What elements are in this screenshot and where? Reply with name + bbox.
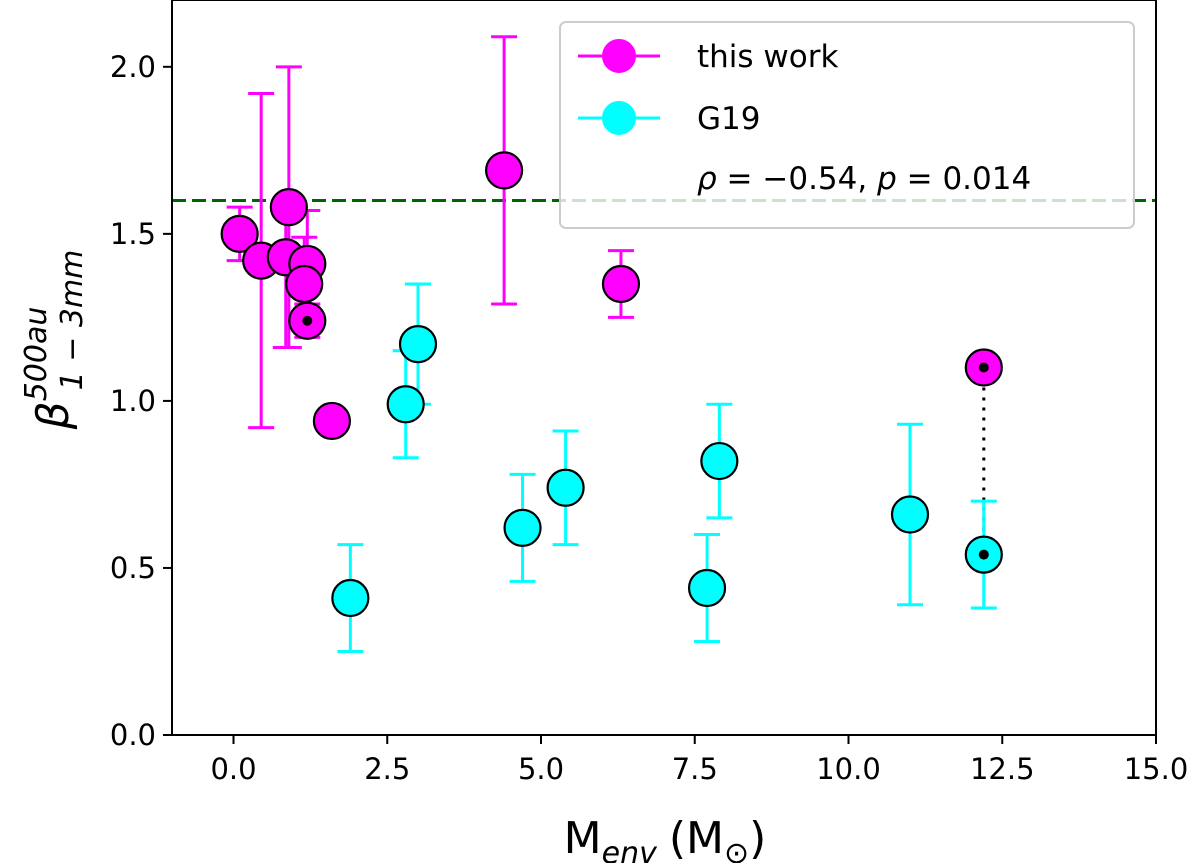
y-tick-label: 0.5 xyxy=(110,551,156,585)
x-tick-label: 10.0 xyxy=(816,752,881,786)
svg-text:β500au: β500au xyxy=(19,307,79,431)
x-tick-label: 15.0 xyxy=(1124,752,1189,786)
legend-label-g19: G19 xyxy=(697,101,760,137)
legend: this work G19 ρ = −0.54, p = 0.014 xyxy=(559,21,1135,229)
axis-ticks: 0.0 2.5 5.0 7.5 10.0 12.5 15.0 0.0 0.5 1.0 1.5 2.0 xyxy=(110,50,1188,786)
correlation-annotation: ρ = −0.54, p = 0.014 xyxy=(697,161,1031,197)
x-tick-label: 12.5 xyxy=(970,752,1035,786)
x-axis-unit-close: ) xyxy=(749,813,766,863)
data-point-center-dot xyxy=(978,549,989,560)
y-axis-subscript: 1 − 3mm xyxy=(55,250,90,391)
y-tick-label: 1.5 xyxy=(110,217,156,251)
x-tick-label: 2.5 xyxy=(364,752,410,786)
legend-marker-this-work xyxy=(602,39,636,73)
y-tick-label: 0.0 xyxy=(110,718,156,752)
data-point-center-dot xyxy=(302,315,313,326)
rho-value: = −0.54, xyxy=(717,161,877,197)
legend-marker-g19 xyxy=(602,101,636,135)
data-points xyxy=(220,151,1003,618)
data-point xyxy=(269,188,308,227)
data-point-center-dot xyxy=(978,362,989,373)
data-point xyxy=(546,468,585,507)
x-axis-title: Menv (M⊙) xyxy=(564,813,767,863)
data-point xyxy=(601,264,641,304)
x-axis-symbol: M xyxy=(564,813,602,863)
x-axis-unit-subscript: ⊙ xyxy=(724,836,749,863)
x-axis-unit: (M xyxy=(669,813,724,863)
data-point xyxy=(485,151,524,190)
p-symbol: p xyxy=(876,161,897,197)
x-tick-label: 0.0 xyxy=(210,752,256,786)
data-point xyxy=(700,441,739,481)
legend-box xyxy=(559,21,1135,229)
y-tick-label: 1.0 xyxy=(110,384,156,418)
data-point xyxy=(331,578,370,618)
data-point xyxy=(890,495,930,534)
data-point xyxy=(285,264,324,304)
data-point xyxy=(687,568,727,608)
x-tick-label: 5.0 xyxy=(518,752,564,786)
y-tick-label: 2.0 xyxy=(110,50,156,84)
data-point xyxy=(398,325,438,364)
x-tick-label: 7.5 xyxy=(672,752,718,786)
y-axis-title: β500au 1 − 3mm xyxy=(19,250,90,431)
y-axis-symbol: β xyxy=(28,401,79,430)
axes-frame xyxy=(171,0,1157,736)
legend-label-this-work: this work xyxy=(697,39,838,75)
data-point xyxy=(503,508,542,547)
data-point xyxy=(312,401,351,441)
x-axis-subscript: env xyxy=(602,836,658,863)
p-value: = 0.014 xyxy=(897,161,1031,197)
data-point xyxy=(220,214,259,253)
rho-symbol: ρ xyxy=(697,161,717,197)
y-axis-superscript: 500au xyxy=(19,307,54,402)
data-point xyxy=(386,385,425,424)
